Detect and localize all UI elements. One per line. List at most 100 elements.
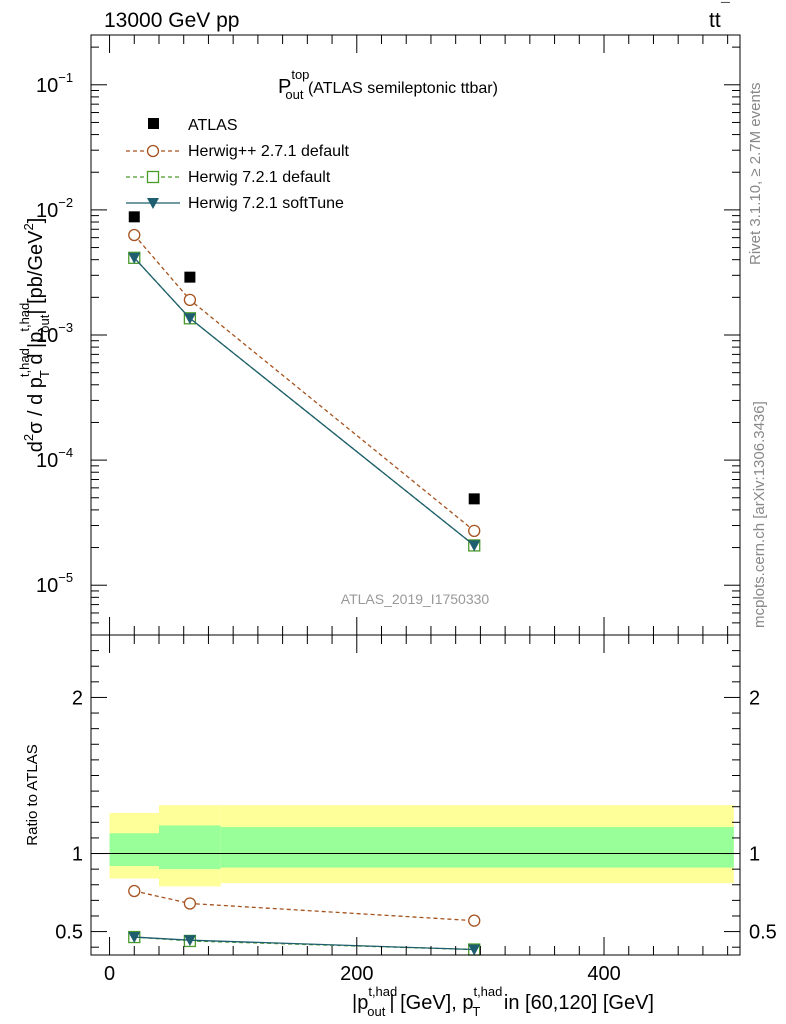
tick-exponent: −4: [58, 445, 73, 460]
main-y-axis: 10−510−410−310−210−1: [36, 46, 740, 636]
legend-label-herwig7-default: Herwig 7.2.1 default: [188, 169, 331, 186]
header-right-main: tt: [709, 9, 721, 32]
x-tick-label: 0: [104, 963, 115, 985]
legend-label-herwigpp: Herwig++ 2.7.1 default: [188, 143, 350, 160]
header-left: 13000 GeV pp: [104, 9, 239, 32]
main-y-tick-label: 10−5: [36, 570, 73, 597]
tick-base: 10: [36, 575, 58, 597]
main-marks: [128, 211, 481, 552]
ylabel-sup-gev: 2: [21, 223, 36, 230]
x-axis-label: |pt,had out | [GeV], pt,had T in [60,120] […: [352, 984, 654, 1019]
ylabel-part2: σ / d p: [25, 377, 47, 434]
ratio-point-herwig-2-7-1-default: [128, 884, 141, 898]
xlabel-sub2: T: [472, 1004, 480, 1019]
main-panel: 10−510−410−310−210−1 Ptop out (ATLAS semi…: [17, 34, 741, 636]
x-tick-label: 400: [587, 963, 620, 985]
main-point-atlas: [184, 271, 196, 283]
legend-entry-herwigpp: Herwig++ 2.7.1 default: [126, 143, 350, 160]
ratio-y-tick-label: 2: [72, 687, 83, 709]
main-point-herwig-7-2-1-softtune: [128, 252, 141, 264]
title-rest: (ATLAS semileptonic ttbar): [304, 80, 498, 97]
title-sup: top: [291, 67, 309, 82]
tick-base: 10: [36, 450, 58, 472]
ratio-point-herwig-2-7-1-default: [468, 914, 481, 927]
main-point-herwig-2-7-1-default: [468, 524, 481, 537]
ratio-point-herwig-7-2-1-softtune: [183, 935, 196, 947]
main-x-ticks: [109, 35, 729, 635]
legend-entry-herwig7-softtune: Herwig 7.2.1 softTune: [126, 195, 344, 212]
main-title: Ptop out (ATLAS semileptonic ttbar): [278, 67, 498, 102]
main-point-atlas: [128, 211, 140, 223]
legend-marker-herwigpp: [146, 144, 160, 158]
tick-exponent: −2: [58, 195, 73, 210]
ratio-y-label: Ratio to ATLAS: [24, 744, 41, 845]
main-y-tick-label: 10−1: [36, 70, 73, 97]
tick-base: 10: [36, 75, 58, 97]
xlabel-p3: in [60,120] [GeV]: [498, 992, 654, 1014]
tick-exponent: −5: [58, 570, 73, 585]
main-point-atlas: [468, 493, 480, 505]
main-point-herwig-7-2-1-softtune: [468, 540, 481, 552]
legend-label-atlas: ATLAS: [188, 117, 238, 134]
ratio-frame: [90, 634, 741, 956]
ratio-y-tick-label-right: 1: [749, 844, 760, 866]
ylabel-part5: ]: [25, 218, 47, 224]
ylabel-sup2: 2: [21, 434, 36, 441]
ylabel-part1: d: [25, 441, 47, 452]
ratio-y-axis: 0.5 0.5 1 1 2 2: [55, 650, 777, 948]
main-y-label: d2σ / d pt,had T d |pt,had out| [pb/GeV2]: [17, 218, 52, 453]
header-right-bar: ¯: [720, 1, 730, 18]
ylabel-part3: d |p: [25, 332, 47, 371]
xlabel-sup2: t,had: [473, 984, 502, 999]
legend-entry-atlas: ATLAS: [148, 117, 238, 134]
ylabel-sub-out: out: [37, 314, 52, 332]
header-right: tt: [709, 9, 721, 32]
legend-marker-herwig7-default: [146, 170, 160, 184]
main-y-tick-label: 10−3: [36, 320, 73, 347]
title-sub: out: [285, 87, 303, 102]
tick-base: 10: [36, 200, 58, 222]
xlabel-sub1: out: [367, 1004, 385, 1019]
xlabel-sup1: t,had: [368, 984, 397, 999]
main-point-herwig-2-7-1-default: [128, 228, 141, 242]
ratio-x-axis: 0 200 400: [104, 635, 729, 985]
xlabel-p1: |p: [352, 992, 368, 1014]
ratio-point-herwig-2-7-1-default: [183, 897, 197, 910]
ratio-band-stat: [109, 833, 159, 867]
ratio-marks: [128, 884, 481, 956]
xlabel-p2: | [GeV], p: [389, 992, 473, 1014]
ratio-y-tick-label-right: 2: [749, 687, 760, 709]
ylabel-part4: | [pb/GeV: [25, 230, 47, 315]
tick-base: 10: [36, 325, 58, 347]
ratio-point-herwig-7-2-1-softtune: [128, 932, 141, 944]
ratio-bands: [109, 805, 734, 887]
main-y-tick-label: 10−2: [36, 195, 73, 222]
x-tick-label: 200: [340, 963, 373, 985]
tick-exponent: −3: [58, 320, 73, 335]
ylabel-sup-t: t,had: [17, 348, 32, 377]
main-point-herwig-2-7-1-default: [183, 293, 197, 306]
ratio-point-herwig-7-2-1-softtune: [468, 944, 481, 956]
main-point-herwig-7-2-1-softtune: [183, 313, 196, 325]
rivet-version-text: Rivet 3.1.10, ≥ 2.7M events: [747, 83, 764, 266]
analysis-watermark: ATLAS_2019_I1750330: [341, 591, 490, 607]
legend-marker-atlas: [148, 118, 159, 129]
legend-label-herwig7-softtune: Herwig 7.2.1 softTune: [188, 195, 344, 212]
ratio-panel: 0.5 0.51 12 2 0 200 400 Ratio to ATLAS |pt,ha…: [24, 634, 777, 1019]
legend-marker-herwig7-softtune: [147, 198, 159, 209]
legend: ATLAS Herwig++ 2.7.1 default Herwig 7.2.…: [126, 117, 350, 212]
ylabel-sup-out: t,had: [17, 303, 32, 332]
ratio-y-tick-label: 0.5: [55, 922, 83, 944]
mcplots-credit-text: mcplots.cern.ch [arXiv:1306.3436]: [751, 401, 768, 628]
title-main: P: [278, 76, 291, 98]
main-y-tick-label: 10−4: [36, 445, 73, 472]
ratio-y-tick-label: 1: [72, 844, 83, 866]
ratio-band-stat: [158, 825, 221, 870]
ratio-y-tick-label-right: 0.5: [749, 922, 777, 944]
ylabel-sub-t: T: [37, 370, 52, 378]
legend-entry-herwig7-default: Herwig 7.2.1 default: [126, 169, 331, 186]
tick-exponent: −1: [58, 70, 73, 85]
ratio-band-stat: [220, 827, 734, 868]
